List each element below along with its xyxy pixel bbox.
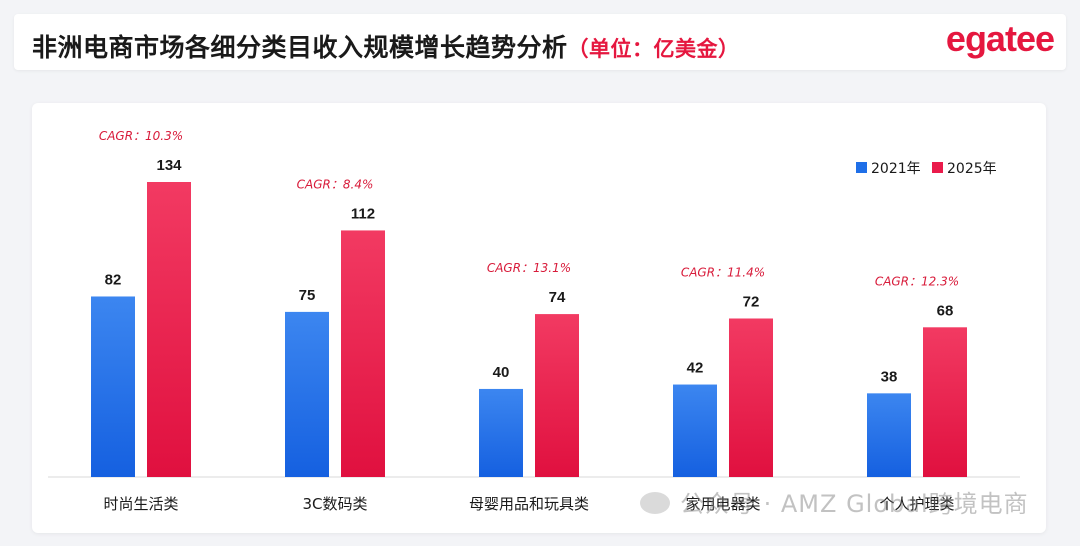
watermark-text: 公众号 · AMZ Global跨境电商 [680,490,1029,518]
category-label: 时尚生活类 [103,495,178,513]
wechat-icon [640,492,670,514]
cagr-label: CAGR：12.3% [875,274,959,288]
egatee-logo: egatee [945,18,1055,59]
cagr-label: CAGR：10.3% [99,129,183,143]
bar-2021-0 [91,296,135,477]
data-label: 74 [549,289,566,306]
bar-2021-2 [479,388,523,477]
cagr-label: CAGR：8.4% [297,177,374,191]
legend-swatch-0 [856,162,867,173]
legend: 2021年 2025年 [856,161,997,177]
cagr-label: CAGR：11.4% [681,265,765,279]
category-label: 家用电器类 [685,495,760,513]
header-bar: 非洲电商市场各细分类目收入规模增长趋势分析（单位：亿美金） egatee [14,14,1066,70]
category-label: 母婴用品和玩具类 [469,495,589,513]
bar-2025-0 [147,182,191,477]
legend-swatch-1 [932,162,943,173]
data-label: 112 [351,205,375,222]
cagr-label: CAGR：13.1% [487,261,571,275]
bar-2025-2 [535,314,579,477]
bar-2021-4 [867,393,911,477]
legend-label: 2025年 [947,161,997,177]
title-text: 非洲电商市场各细分类目收入规模增长趋势分析 [32,33,568,62]
data-label: 68 [937,302,954,319]
watermark: 公众号 · AMZ Global跨境电商 [640,484,1029,519]
data-label: 40 [493,364,510,381]
data-label: 134 [156,157,182,174]
data-label: 75 [299,287,316,304]
data-label: 82 [105,271,122,288]
data-label: 42 [687,360,704,377]
data-label: 38 [881,368,898,385]
data-label: 72 [743,293,760,310]
category-label: 3C数码类 [302,495,367,513]
title-unit: （单位：亿美金） [567,37,740,61]
bar-2025-3 [729,318,773,477]
bar-2025-1 [341,230,385,477]
category-label: 个人护理类 [879,495,954,513]
legend-label: 2021年 [871,161,921,177]
bar-2021-1 [285,311,329,477]
bar-2021-3 [673,384,717,477]
bar-2025-4 [923,327,967,477]
page-title: 非洲电商市场各细分类目收入规模增长趋势分析（单位：亿美金） [32,28,740,64]
